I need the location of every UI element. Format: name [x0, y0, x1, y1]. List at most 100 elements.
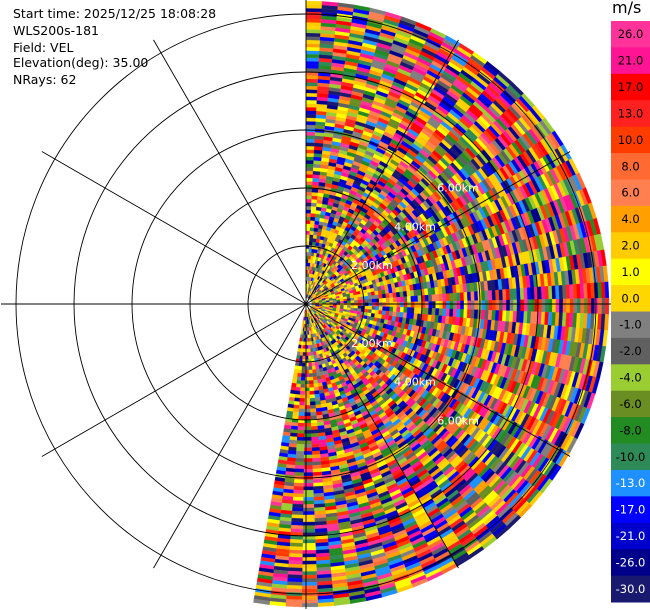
velocity-gate — [481, 300, 486, 311]
velocity-gate — [301, 581, 318, 586]
velocity-gate — [399, 291, 404, 298]
velocity-gate — [538, 299, 542, 313]
velocity-gate — [305, 0, 323, 6]
velocity-gate — [309, 387, 315, 392]
velocity-gate — [305, 163, 314, 168]
velocity-gate — [392, 292, 397, 298]
velocity-gate — [474, 300, 479, 310]
velocity-gate — [484, 300, 489, 311]
velocity-gate — [385, 293, 390, 299]
velocity-gate — [407, 301, 412, 308]
velocity-gate — [303, 465, 313, 470]
velocity-gate — [305, 230, 311, 235]
velocity-gate — [453, 300, 458, 310]
velocity-gate — [452, 292, 458, 302]
velocity-gate — [591, 298, 595, 314]
velocity-gate — [295, 454, 305, 459]
velocity-gate — [417, 295, 422, 302]
velocity-gate — [303, 440, 312, 445]
velocity-gate — [392, 297, 397, 303]
velocity-gate — [431, 308, 436, 316]
velocity-gate — [303, 497, 314, 502]
velocity-gate — [445, 293, 451, 302]
velocity-gate — [506, 299, 511, 312]
velocity-gate — [300, 376, 306, 381]
velocity-gate — [303, 451, 313, 456]
velocity-gate — [301, 578, 318, 583]
velocity-gate — [305, 57, 320, 62]
velocity-gate — [310, 220, 316, 225]
velocity-gate — [428, 294, 433, 302]
velocity-gate — [308, 241, 313, 246]
velocity-gate — [350, 297, 355, 301]
velocity-gate — [303, 433, 312, 438]
velocity-gate — [456, 292, 461, 302]
velocity-gate — [413, 307, 419, 314]
velocity-gate — [302, 525, 316, 530]
velocity-gate — [357, 296, 362, 301]
velocity-gate — [414, 295, 419, 303]
velocity-gate — [371, 309, 376, 314]
velocity-gate — [371, 295, 376, 300]
velocity-gate — [402, 291, 408, 297]
velocity-gate — [361, 299, 366, 304]
velocity-gate — [449, 293, 454, 302]
velocity-gate — [298, 401, 305, 406]
velocity-gate — [492, 300, 496, 311]
velocity-gate — [305, 121, 316, 126]
velocity-gate — [343, 300, 348, 304]
velocity-gate — [308, 369, 313, 374]
velocity-gate — [442, 308, 447, 317]
velocity-gate — [424, 301, 429, 309]
velocity-gate — [304, 376, 310, 381]
velocity-gate — [305, 82, 319, 87]
velocity-gate — [305, 103, 317, 108]
velocity-gate — [505, 288, 511, 301]
velocity-gate — [303, 437, 312, 441]
velocity-gate — [308, 380, 314, 385]
velocity-gate — [304, 415, 311, 420]
velocity-gate — [305, 117, 317, 122]
velocity-gate — [296, 443, 305, 449]
velocity-gate — [360, 293, 365, 298]
velocity-gate — [311, 450, 321, 456]
velocity-gate — [407, 296, 412, 303]
velocity-gate — [305, 68, 319, 73]
velocity-gate — [301, 362, 306, 367]
velocity-gate — [509, 299, 514, 312]
velocity-field — [253, 0, 610, 608]
velocity-gate — [296, 440, 305, 445]
velocity-gate — [354, 300, 359, 304]
velocity-gate — [303, 493, 314, 498]
velocity-gate — [399, 307, 405, 313]
velocity-gate — [303, 468, 313, 473]
velocity-gate — [302, 355, 306, 360]
velocity-gate — [566, 298, 571, 314]
velocity-gate — [310, 206, 317, 211]
velocity-gate — [502, 289, 507, 301]
velocity-gate — [580, 298, 585, 314]
velocity-gate — [302, 518, 315, 523]
velocity-gate — [438, 308, 443, 317]
velocity-gate — [308, 359, 312, 364]
velocity-gate — [305, 223, 311, 228]
velocity-gate — [378, 298, 383, 303]
velocity-gate — [303, 490, 314, 494]
velocity-gate — [309, 408, 317, 413]
velocity-gate — [360, 296, 366, 301]
velocity-gate — [363, 292, 369, 297]
velocity-gate — [305, 75, 319, 80]
velocity-gate — [302, 504, 315, 509]
velocity-gate — [297, 426, 305, 431]
velocity-gate — [594, 298, 599, 315]
velocity-gate — [302, 511, 315, 516]
velocity-gate — [371, 306, 376, 311]
velocity-gate — [381, 293, 387, 299]
velocity-gate — [353, 297, 358, 301]
velocity-gate — [389, 297, 394, 303]
velocity-gate — [466, 309, 472, 319]
velocity-gate — [301, 359, 306, 364]
velocity-gate — [301, 366, 306, 371]
velocity-gate — [302, 550, 317, 555]
velocity-gate — [299, 387, 305, 392]
